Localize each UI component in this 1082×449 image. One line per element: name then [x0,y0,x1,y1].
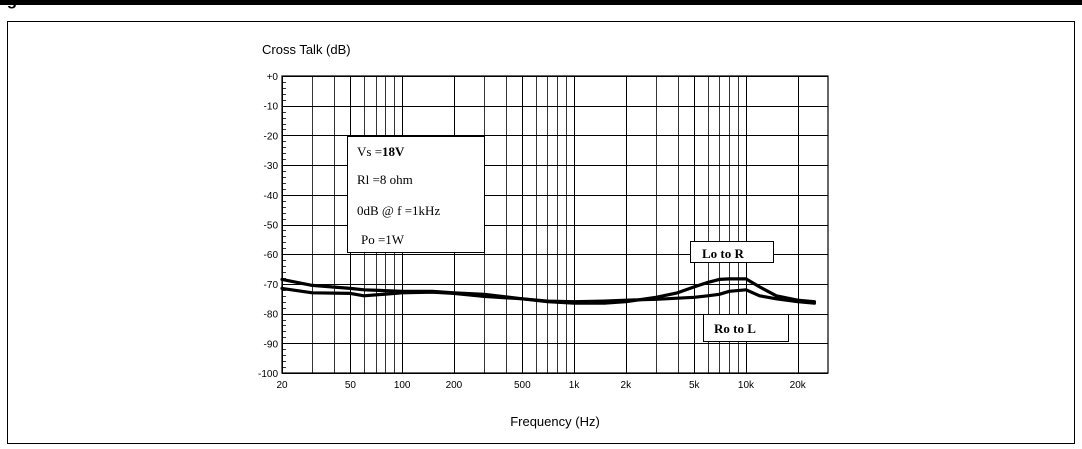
y-tick-labels: +0 -10 -20 -30 -40 -50 -60 -70 -80 -90 -100 [258,72,286,380]
legend-ro-to-l: Ro to L [703,314,789,342]
series-line-ro-to-l [280,286,816,305]
condition-0db: 0dB @ f =1kHz [357,203,440,218]
y-tick-label-1: -10 [264,102,279,113]
condition-vs-label: Vs = [357,144,382,159]
x-tick-label-9: 20k [790,380,807,391]
minor-gridlines [312,76,739,373]
figure-frame [7,21,1075,444]
legend-ro-to-l-label: Ro to L [714,321,756,336]
y-tick-label-0: +0 [267,72,279,83]
y-tick-label-9: -90 [264,339,279,350]
legend-lo-to-r-frame [690,241,774,263]
y-tick-label-4: -40 [264,191,279,202]
series-line-lo-to-r [280,277,816,305]
y-tick-label-8: -80 [264,310,279,321]
x-tick-label-4: 500 [514,380,531,391]
x-axis-label: Frequency (Hz) [510,414,600,429]
legend-ro-to-l-frame [703,314,789,342]
y-tick-label-3: -30 [264,161,279,172]
plot-area-border [281,75,829,374]
x-tick-label-7: 5k [689,380,701,391]
x-tick-label-3: 200 [446,380,463,391]
x-tick-label-2: 100 [394,380,411,391]
x-tick-label-0: 20 [276,380,288,391]
x-tick-label-8: 10k [738,380,755,391]
x-tick-label-5: 1k [569,380,581,391]
condition-vs: Vs =18V [357,144,405,159]
legend-lo-to-r-label: Lo to R [702,246,745,261]
conditions-box: Vs =18V Rl =8 ohm 0dB @ f =1kHz Po =1W [347,136,485,253]
x-tick-label-1: 50 [345,380,357,391]
y-axis-label: Cross Talk (dB) [262,42,351,57]
condition-po: Po =1W [361,232,405,247]
y-tick-label-5: -50 [264,221,279,232]
y-tick-label-10: -100 [258,369,278,380]
x-tick-label-6: 2k [621,380,633,391]
x-tick-labels: 20 50 100 200 500 1k 2k 5k 10k 20k [276,380,806,391]
series-lines [280,277,816,305]
page-header-text: ig [2,0,17,9]
condition-vs-value: 18V [382,144,405,159]
y-tick-label-6: -60 [264,250,279,261]
page-header-bar [0,0,1082,5]
legend-lo-to-r: Lo to R [690,241,774,263]
conditions-box-frame [347,136,485,253]
y-tick-label-7: -70 [264,280,279,291]
y-tick-label-2: -20 [264,131,279,142]
condition-rl: Rl =8 ohm [357,172,413,187]
